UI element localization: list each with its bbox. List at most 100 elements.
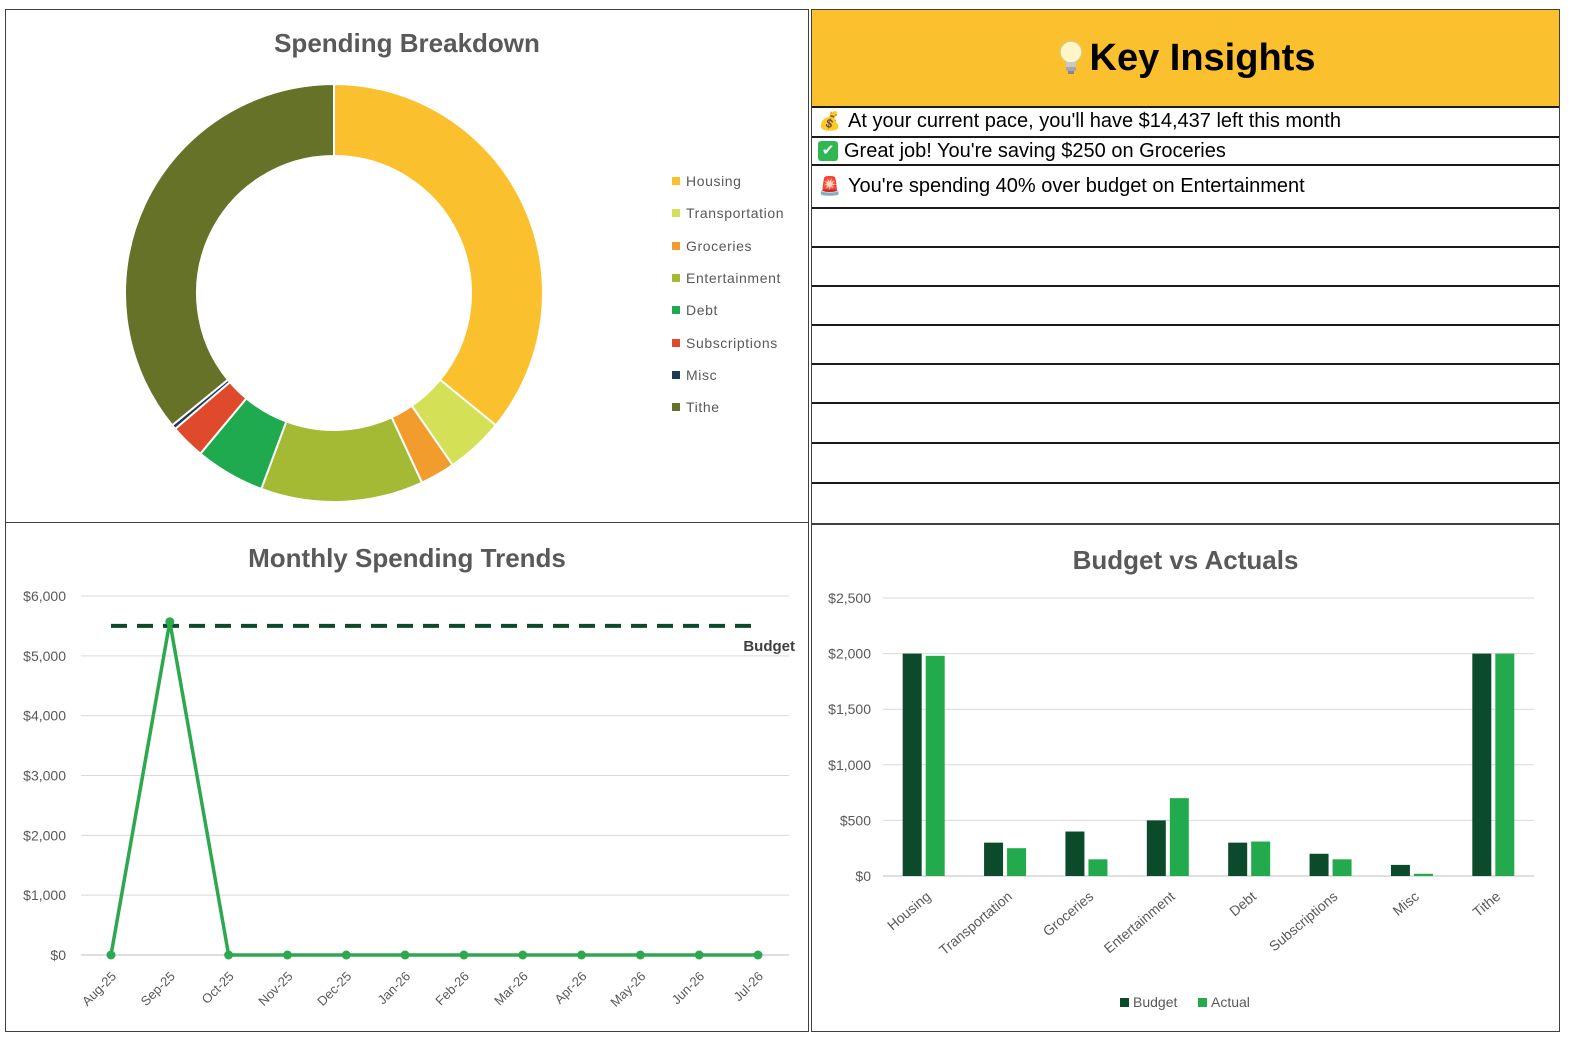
legend-swatch-actual <box>1198 998 1207 1007</box>
legend-label: Tithe <box>686 399 720 416</box>
legend-label: Subscriptions <box>686 334 778 351</box>
bar-budget-misc <box>1390 864 1410 876</box>
spending-line <box>109 621 758 957</box>
x-tick-label: Jun-26 <box>669 969 708 1008</box>
y-tick-label: $0 <box>50 947 66 963</box>
spending-legend: Housing Transportation Groceries Entertainm… <box>672 165 784 423</box>
bar-budget-groceries <box>1065 831 1085 876</box>
spending-point <box>577 950 587 960</box>
x-tick-label: May-26 <box>607 969 648 1010</box>
legend-label: Transportation <box>686 205 785 222</box>
x-tick-label: Jan-26 <box>374 969 413 1008</box>
insight-row <box>812 444 1559 484</box>
spending-donut-chart <box>124 82 544 503</box>
y-tick-label: $3,000 <box>23 768 66 784</box>
legend-swatch <box>672 274 680 283</box>
x-tick-label: Oct-25 <box>199 969 237 1007</box>
legend-item-misc: Misc <box>672 359 784 391</box>
spending-point <box>224 950 234 960</box>
legend-swatch-budget <box>1120 998 1129 1007</box>
bar-actual-entertainment <box>1169 798 1189 876</box>
spending-breakdown-panel: Spending Breakdown Housing Transportation… <box>5 9 809 524</box>
legend-label: Debt <box>686 302 718 319</box>
insight-row: 🚨 You're spending 40% over budget on Ente… <box>812 166 1559 209</box>
x-tick-label: Jul-26 <box>730 969 766 1005</box>
donut-slice-housing <box>333 82 544 427</box>
x-tick-label: Dec-25 <box>314 969 354 1009</box>
x-tick-label: Aug-25 <box>79 969 119 1009</box>
y-tick-label: $2,500 <box>828 590 871 606</box>
bar-actual-groceries <box>1088 859 1108 876</box>
x-tick-label: Nov-25 <box>255 969 295 1009</box>
legend-item-subscriptions: Subscriptions <box>672 326 784 358</box>
bar-budget-tithe <box>1472 653 1492 876</box>
legend-item-groceries: Groceries <box>672 230 784 262</box>
insight-row <box>812 326 1559 365</box>
legend-swatch <box>672 370 680 379</box>
bar-actual-transportation <box>1007 848 1027 876</box>
legend-swatch <box>672 403 680 412</box>
x-tick-label: Debt <box>1226 888 1259 919</box>
bar-budget-entertainment <box>1146 820 1166 876</box>
legend-label: Housing <box>686 173 742 190</box>
budget-vs-actuals-chart: $0 $500 $1,000 $1,500 $2,000 $2,500 Housing Tra… <box>828 590 1534 1010</box>
spending-point <box>282 950 292 960</box>
y-tick-label: $1,000 <box>828 757 871 773</box>
spending-point <box>165 617 175 627</box>
bar-actual-tithe <box>1495 653 1515 876</box>
key-insights-title: Key Insights <box>1089 36 1316 79</box>
bar-actual-housing <box>925 655 945 876</box>
x-tick-label: Transportation <box>936 888 1015 958</box>
legend-label: Misc <box>686 366 718 383</box>
bar-actual-subscriptions <box>1332 859 1352 876</box>
y-tick-label: $4,000 <box>23 708 66 724</box>
x-tick-label: Groceries <box>1040 888 1097 939</box>
legend-item-debt: Debt <box>672 294 784 326</box>
spending-point <box>635 950 645 960</box>
legend-label-actual: Actual <box>1211 994 1250 1010</box>
check-mark-icon: ✔ <box>818 141 838 161</box>
spending-breakdown-title: Spending Breakdown <box>274 28 540 58</box>
spending-point <box>400 950 410 960</box>
budget-vs-actuals-panel: Budget vs Actuals $0 $500 $1,000 $1,500 $2,0… <box>811 524 1560 1032</box>
legend-label: Entertainment <box>686 270 781 287</box>
y-tick-label: $2,000 <box>23 827 66 843</box>
x-tick-label: Entertainment <box>1101 888 1178 956</box>
x-tick-label: Misc <box>1390 888 1422 919</box>
monthly-trends-chart: $0 $1,000 $2,000 $3,000 $4,000 $5,000 $6,000 Au… <box>23 588 795 1010</box>
legend-swatch <box>672 209 680 218</box>
legend-item-entertainment: Entertainment <box>672 262 784 294</box>
legend-label: Groceries <box>686 237 753 254</box>
monthly-trends-panel: Monthly Spending Trends $0 $1,000 $2,000 $3… <box>5 522 809 1032</box>
insight-row <box>812 404 1559 444</box>
bar-budget-debt <box>1228 842 1248 876</box>
legend-item-housing: Housing <box>672 165 784 197</box>
key-insights-header: Key Insights <box>812 10 1559 108</box>
legend-swatch <box>672 306 680 315</box>
x-tick-label: Housing <box>884 888 934 933</box>
y-tick-label: $5,000 <box>23 648 66 664</box>
insight-text: Great job! You're saving $250 on Groceri… <box>844 139 1226 162</box>
x-tick-label: Subscriptions <box>1266 888 1341 954</box>
monthly-trends-title: Monthly Spending Trends <box>248 543 566 573</box>
x-tick-label: Mar-26 <box>491 969 531 1009</box>
insight-row <box>812 287 1559 326</box>
insight-row: ✔ Great job! You're saving $250 on Grocer… <box>812 138 1559 166</box>
budget-line-label: Budget <box>743 638 795 655</box>
donut-slice-entertainment <box>260 415 424 503</box>
bar-budget-housing <box>902 653 922 876</box>
insight-row <box>812 248 1559 287</box>
insight-text: At your current pace, you'll have $14,43… <box>848 109 1341 132</box>
bar-actual-debt <box>1251 841 1271 876</box>
y-tick-label: $6,000 <box>23 588 66 604</box>
insight-row <box>812 365 1559 404</box>
x-tick-label: Sep-25 <box>138 969 178 1009</box>
legend-swatch <box>672 177 680 186</box>
key-insights-panel: Key Insights 💰 At your current pace, you'… <box>811 9 1560 524</box>
legend-swatch <box>672 338 680 347</box>
donut-slice-tithe <box>124 82 335 427</box>
money-bag-icon: 💰 <box>818 110 842 131</box>
y-tick-label: $0 <box>855 868 871 884</box>
insight-row: 💰 At your current pace, you'll have $14,4… <box>812 106 1559 138</box>
spending-point <box>459 950 469 960</box>
